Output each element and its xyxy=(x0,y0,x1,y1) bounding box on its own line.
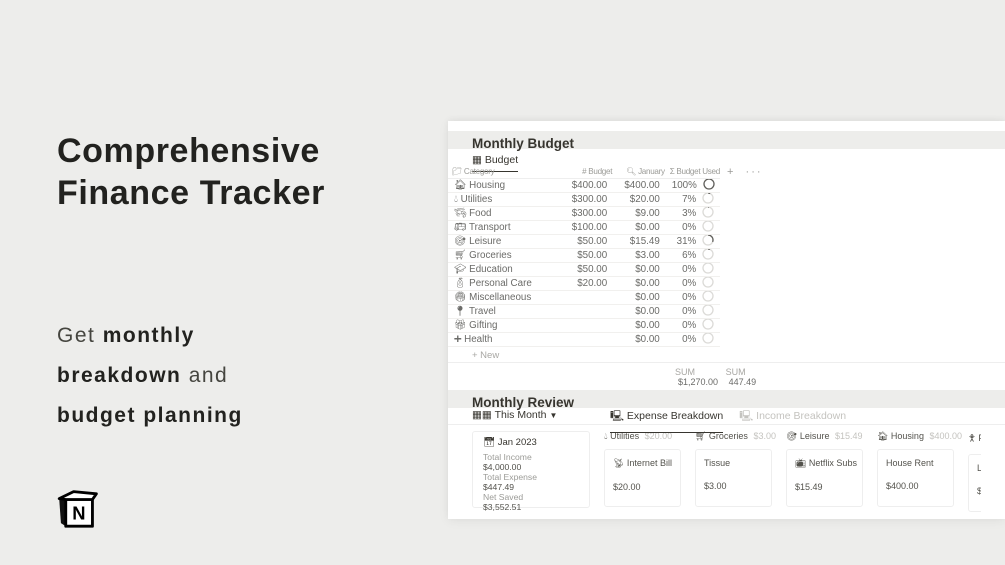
svg-text:N: N xyxy=(72,503,85,524)
